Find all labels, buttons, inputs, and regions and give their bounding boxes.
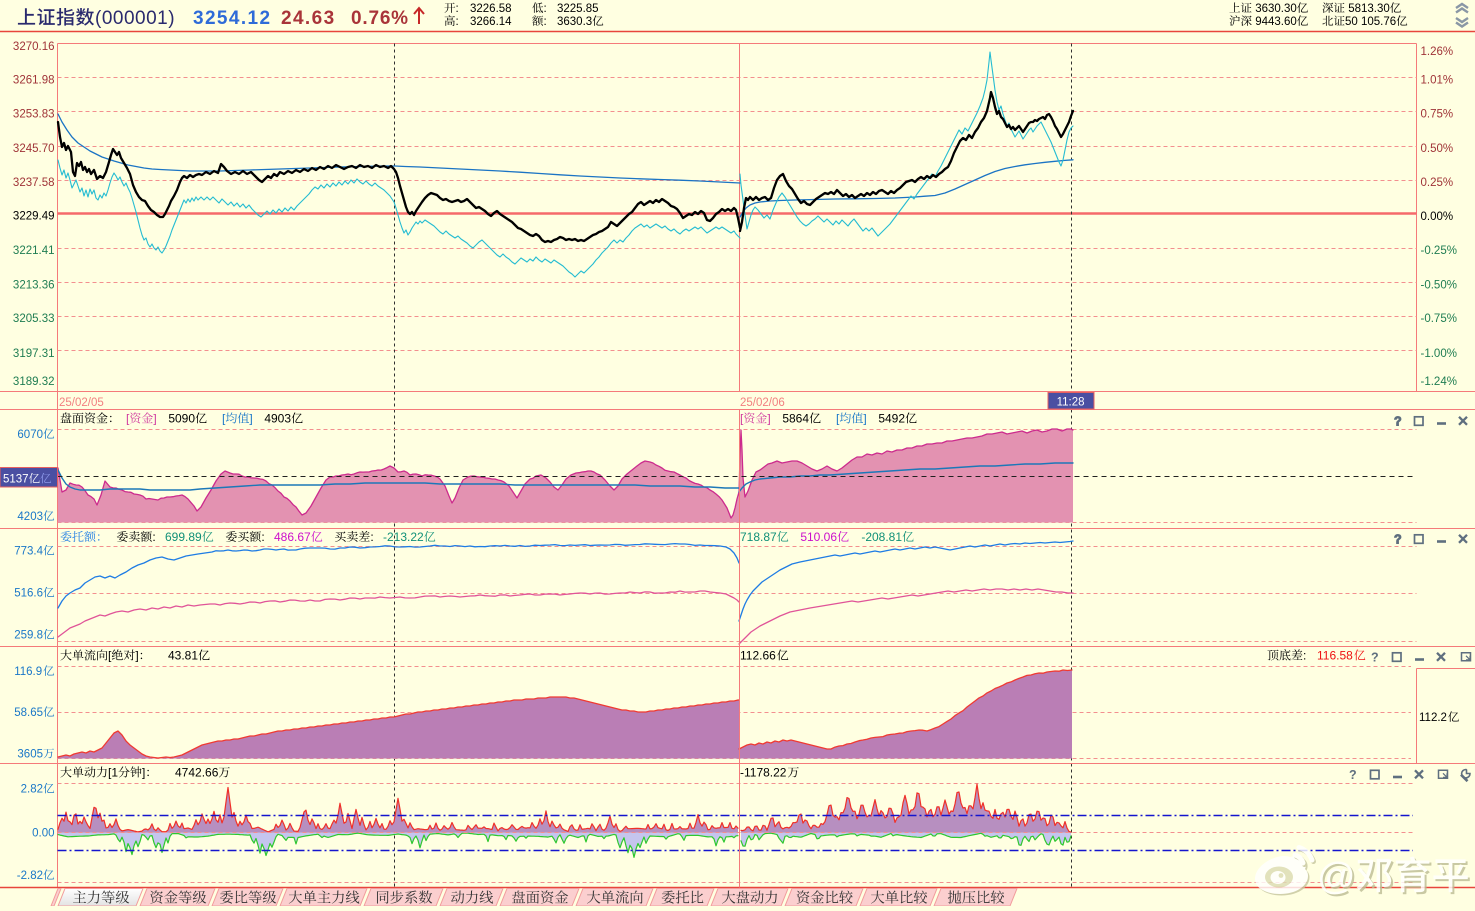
- svg-text:25/02/05: 25/02/05: [59, 397, 104, 409]
- svg-text::: :: [261, 530, 264, 544]
- svg-text:]: ]: [135, 649, 138, 663]
- svg-text:718.87: 718.87: [740, 530, 777, 544]
- svg-text::: :: [152, 530, 155, 544]
- svg-text::: :: [370, 530, 373, 544]
- svg-text:0.76%: 0.76%: [351, 8, 409, 29]
- svg-text:3229.49: 3229.49: [13, 211, 55, 223]
- svg-text:-0.75%: -0.75%: [1421, 313, 1457, 325]
- svg-text::: :: [456, 16, 459, 28]
- svg-text:116.58: 116.58: [1317, 649, 1353, 663]
- svg-text:3245.70: 3245.70: [13, 143, 55, 155]
- svg-text:5813.30: 5813.30: [1348, 3, 1390, 15]
- svg-text:[: [: [836, 412, 840, 426]
- svg-text:1.26%: 1.26%: [1421, 46, 1454, 58]
- svg-text:3630.30: 3630.30: [1255, 3, 1297, 15]
- svg-text:6070: 6070: [17, 429, 43, 441]
- svg-text:]: ]: [767, 412, 770, 426]
- svg-text:-2.82: -2.82: [17, 870, 43, 882]
- svg-text:?: ?: [1371, 651, 1379, 665]
- svg-text:699.89: 699.89: [165, 530, 202, 544]
- svg-text:-1.24%: -1.24%: [1421, 376, 1457, 388]
- svg-text:5864: 5864: [782, 412, 809, 426]
- svg-text:[: [: [222, 412, 226, 426]
- svg-text:3630.3: 3630.3: [557, 16, 592, 28]
- svg-text:[1: [1: [108, 766, 118, 780]
- svg-text:0.50%: 0.50%: [1421, 143, 1454, 155]
- svg-text:0.00%: 0.00%: [1421, 211, 1454, 223]
- svg-text:]: ]: [249, 412, 252, 426]
- svg-text:3213.36: 3213.36: [13, 279, 55, 291]
- svg-text:3197.31: 3197.31: [13, 348, 55, 360]
- svg-text:3221.41: 3221.41: [13, 245, 55, 257]
- svg-text:-208.81: -208.81: [861, 530, 902, 544]
- svg-text:3605: 3605: [17, 749, 43, 761]
- svg-text:-213.22: -213.22: [383, 530, 424, 544]
- svg-text:116.9: 116.9: [14, 666, 42, 678]
- svg-text::: :: [1303, 649, 1306, 663]
- svg-text:?: ?: [1394, 533, 1402, 547]
- svg-text:]: ]: [863, 412, 866, 426]
- svg-text:50 105.76: 50 105.76: [1345, 16, 1396, 28]
- svg-text:4203: 4203: [17, 511, 43, 523]
- svg-text:0.00: 0.00: [32, 828, 54, 840]
- svg-text:@: @: [1317, 856, 1356, 898]
- svg-text:3254.12: 3254.12: [193, 8, 271, 29]
- svg-text:5137: 5137: [3, 474, 29, 486]
- svg-text:]: ]: [153, 412, 156, 426]
- svg-text:-1.00%: -1.00%: [1421, 348, 1457, 360]
- svg-text:(000001): (000001): [95, 8, 175, 29]
- svg-text:510.06: 510.06: [800, 530, 837, 544]
- svg-text:112.66: 112.66: [740, 649, 776, 663]
- svg-text:4903: 4903: [264, 412, 291, 426]
- svg-text:3270.16: 3270.16: [13, 41, 55, 53]
- svg-text:-0.50%: -0.50%: [1421, 279, 1457, 291]
- svg-text:3205.33: 3205.33: [13, 313, 55, 325]
- svg-text:3253.83: 3253.83: [13, 109, 55, 121]
- svg-text:3266.14: 3266.14: [470, 16, 512, 28]
- svg-text:3189.32: 3189.32: [13, 376, 55, 388]
- svg-text:3226.58: 3226.58: [470, 3, 512, 15]
- svg-text:5090: 5090: [168, 412, 195, 426]
- svg-text:58.65: 58.65: [14, 707, 43, 719]
- svg-text:2.82: 2.82: [21, 784, 43, 796]
- svg-text:1.01%: 1.01%: [1421, 75, 1454, 87]
- svg-text:[: [: [126, 412, 130, 426]
- svg-text:11:28: 11:28: [1057, 397, 1085, 409]
- svg-text:?: ?: [1394, 415, 1402, 429]
- svg-text:?: ?: [1349, 768, 1357, 782]
- svg-text:112.2: 112.2: [1419, 712, 1447, 724]
- svg-text::: :: [456, 3, 459, 15]
- svg-text:3261.98: 3261.98: [13, 75, 55, 87]
- svg-text:0.25%: 0.25%: [1421, 177, 1454, 189]
- svg-text:3237.58: 3237.58: [13, 177, 55, 189]
- svg-text::: :: [544, 3, 547, 15]
- svg-text:516.6: 516.6: [14, 588, 43, 600]
- svg-text:24.63: 24.63: [281, 8, 336, 29]
- svg-text::: :: [544, 16, 547, 28]
- svg-text:4742.66: 4742.66: [175, 766, 219, 780]
- svg-text:5492: 5492: [878, 412, 905, 426]
- svg-text:486.67: 486.67: [274, 530, 311, 544]
- svg-text:-0.25%: -0.25%: [1421, 245, 1457, 257]
- svg-text:-1178.22: -1178.22: [740, 766, 787, 780]
- svg-text:3225.85: 3225.85: [557, 3, 599, 15]
- svg-text:0.75%: 0.75%: [1421, 109, 1454, 121]
- svg-text:[: [: [740, 412, 744, 426]
- svg-text:9443.60: 9443.60: [1255, 16, 1297, 28]
- svg-text:]: ]: [142, 766, 145, 780]
- svg-text:773.4: 773.4: [14, 546, 43, 558]
- svg-text:[: [: [108, 649, 112, 663]
- svg-text:259.8: 259.8: [14, 630, 43, 642]
- svg-text:43.81: 43.81: [168, 649, 198, 663]
- svg-text:@: @: [1319, 858, 1358, 900]
- svg-text:25/02/06: 25/02/06: [740, 397, 785, 409]
